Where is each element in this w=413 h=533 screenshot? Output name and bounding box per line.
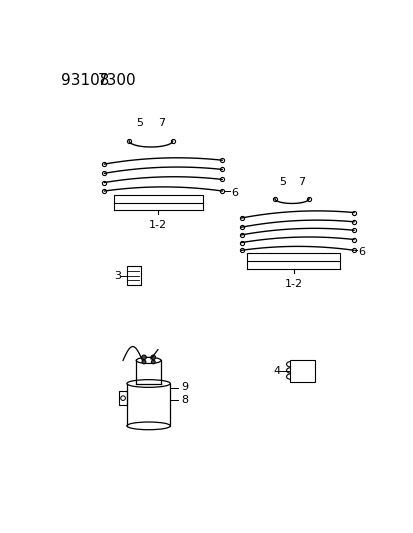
Text: 7: 7: [158, 118, 165, 128]
Text: 5: 5: [278, 177, 285, 188]
Bar: [127, 266, 140, 285]
Text: 8: 8: [181, 395, 188, 406]
Circle shape: [151, 355, 155, 360]
Text: 7: 7: [297, 177, 304, 188]
Text: 6: 6: [231, 188, 238, 198]
Text: 6: 6: [358, 247, 365, 257]
Bar: [290, 360, 314, 382]
Text: 3: 3: [114, 271, 121, 281]
Circle shape: [141, 355, 146, 360]
Bar: [119, 391, 127, 405]
Text: 9: 9: [181, 382, 188, 392]
Text: 93108: 93108: [61, 73, 109, 88]
Text: 1-2: 1-2: [149, 220, 167, 230]
Circle shape: [142, 360, 145, 364]
Text: 5: 5: [136, 118, 143, 128]
Bar: [114, 195, 202, 203]
Circle shape: [151, 360, 155, 364]
Bar: [247, 253, 339, 261]
Text: 7300: 7300: [98, 73, 137, 88]
Text: 1-2: 1-2: [284, 279, 302, 289]
Text: 4: 4: [273, 366, 280, 376]
